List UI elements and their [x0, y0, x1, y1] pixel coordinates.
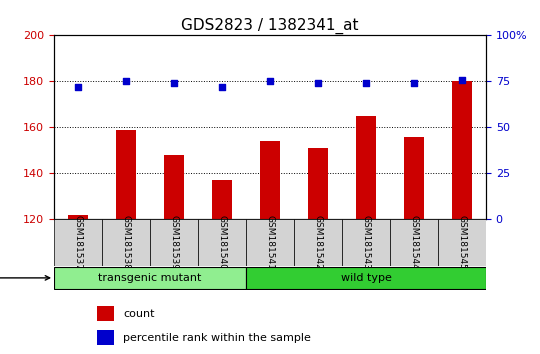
Text: GSM181538: GSM181538	[122, 215, 131, 270]
Bar	[97, 330, 114, 345]
FancyBboxPatch shape	[246, 267, 486, 289]
Bar	[404, 137, 423, 219]
Text: GSM181539: GSM181539	[170, 215, 179, 270]
Point	[266, 79, 274, 84]
Text: GSM181537: GSM181537	[73, 215, 83, 270]
Bar	[453, 81, 471, 219]
Text: wild type: wild type	[341, 273, 392, 283]
Point	[73, 84, 82, 90]
Text: GSM181541: GSM181541	[266, 215, 274, 270]
FancyBboxPatch shape	[198, 219, 246, 266]
FancyBboxPatch shape	[246, 219, 294, 266]
FancyBboxPatch shape	[54, 267, 246, 289]
Title: GDS2823 / 1382341_at: GDS2823 / 1382341_at	[181, 18, 359, 34]
Text: transgenic mutant: transgenic mutant	[98, 273, 201, 283]
FancyBboxPatch shape	[294, 219, 342, 266]
Point	[410, 80, 418, 86]
Text: genotype/variation: genotype/variation	[0, 273, 50, 283]
Bar	[260, 141, 280, 219]
Bar	[117, 130, 136, 219]
Text: GSM181545: GSM181545	[457, 215, 467, 270]
FancyBboxPatch shape	[102, 219, 150, 266]
Bar	[212, 181, 232, 219]
Point	[170, 80, 178, 86]
Text: count: count	[123, 309, 154, 319]
Point	[122, 79, 130, 84]
Bar	[308, 148, 328, 219]
Text: GSM181542: GSM181542	[314, 215, 322, 270]
FancyBboxPatch shape	[438, 219, 486, 266]
Point	[314, 80, 322, 86]
Text: GSM181544: GSM181544	[409, 215, 418, 270]
FancyBboxPatch shape	[54, 219, 102, 266]
Text: percentile rank within the sample: percentile rank within the sample	[123, 333, 311, 343]
FancyBboxPatch shape	[150, 219, 198, 266]
Text: GSM181543: GSM181543	[361, 215, 370, 270]
FancyBboxPatch shape	[390, 219, 438, 266]
Bar	[164, 155, 184, 219]
Text: GSM181540: GSM181540	[218, 215, 226, 270]
FancyBboxPatch shape	[342, 219, 390, 266]
Bar	[97, 306, 114, 321]
Point	[218, 84, 226, 90]
Point	[362, 80, 370, 86]
Point	[458, 77, 467, 82]
Bar	[356, 116, 376, 219]
Bar	[69, 215, 87, 219]
